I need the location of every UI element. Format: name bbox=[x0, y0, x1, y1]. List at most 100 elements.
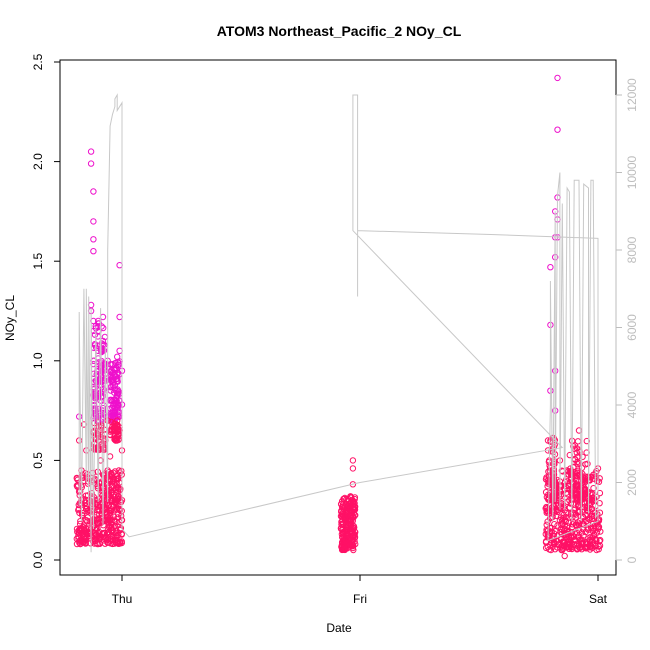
data-point bbox=[567, 465, 574, 472]
data-point bbox=[573, 445, 581, 452]
data-point bbox=[573, 495, 580, 502]
data-point bbox=[557, 483, 565, 490]
data-point bbox=[590, 485, 597, 492]
data-point bbox=[349, 457, 357, 464]
y-axis-label: NOy_CL bbox=[3, 295, 17, 341]
altitude-trace bbox=[78, 93, 599, 553]
data-point bbox=[349, 544, 357, 552]
y2-tick-label: 0 bbox=[625, 556, 639, 563]
data-point bbox=[581, 544, 588, 552]
data-point bbox=[109, 497, 116, 504]
data-point bbox=[575, 543, 582, 550]
data-point bbox=[544, 437, 552, 444]
data-point bbox=[579, 453, 586, 460]
data-point bbox=[586, 538, 593, 545]
data-point bbox=[592, 536, 600, 543]
x-tick-label: Thu bbox=[112, 592, 133, 606]
data-point bbox=[579, 525, 587, 533]
data-point bbox=[76, 509, 83, 517]
data-point bbox=[100, 518, 107, 525]
data-point bbox=[577, 495, 584, 503]
data-point bbox=[109, 361, 116, 368]
data-point bbox=[94, 540, 102, 548]
data-point bbox=[584, 474, 591, 481]
y-tick-label: 1.0 bbox=[31, 352, 45, 369]
data-point bbox=[77, 488, 84, 495]
data-point bbox=[596, 509, 604, 516]
data-point bbox=[548, 508, 555, 515]
data-point bbox=[565, 519, 572, 526]
data-point bbox=[548, 504, 556, 511]
data-point bbox=[580, 518, 587, 525]
data-point bbox=[93, 506, 101, 514]
data-point bbox=[345, 544, 352, 551]
data-point bbox=[570, 533, 578, 540]
data-point bbox=[87, 148, 95, 155]
data-point bbox=[337, 513, 345, 520]
y-tick-label: 0.5 bbox=[31, 452, 45, 469]
y-tick-label: 1.5 bbox=[31, 253, 45, 270]
data-point bbox=[351, 531, 358, 538]
data-point bbox=[96, 507, 103, 514]
data-point bbox=[347, 507, 354, 514]
data-point bbox=[99, 407, 107, 414]
data-point bbox=[114, 377, 121, 384]
y2-tick-label: 6000 bbox=[625, 314, 639, 341]
data-point bbox=[352, 528, 359, 536]
data-point bbox=[104, 501, 112, 509]
data-point bbox=[111, 427, 119, 434]
data-point bbox=[115, 493, 122, 500]
data-point bbox=[597, 528, 604, 535]
data-point bbox=[593, 529, 601, 536]
data-point bbox=[115, 540, 122, 547]
data-point bbox=[109, 526, 116, 534]
data-point bbox=[554, 74, 561, 82]
data-point bbox=[593, 546, 600, 554]
data-point bbox=[90, 188, 97, 195]
data-point bbox=[106, 490, 113, 497]
data-point bbox=[106, 509, 114, 517]
data-point bbox=[589, 527, 597, 535]
data-point bbox=[114, 387, 121, 394]
y2-tick-label: 2000 bbox=[625, 469, 639, 496]
data-point bbox=[114, 488, 122, 495]
data-point bbox=[559, 526, 566, 534]
data-point bbox=[564, 538, 572, 546]
data-point bbox=[114, 353, 121, 360]
data-point bbox=[108, 427, 115, 434]
data-point bbox=[340, 532, 347, 540]
data-point bbox=[567, 500, 575, 507]
data-point bbox=[115, 361, 122, 369]
data-point bbox=[111, 536, 119, 544]
data-point bbox=[99, 471, 107, 479]
x-tick-label: Sat bbox=[589, 592, 608, 606]
y2-tick-label: 8000 bbox=[625, 236, 639, 263]
data-point bbox=[108, 490, 115, 497]
data-point bbox=[596, 542, 604, 549]
data-point bbox=[350, 535, 357, 542]
data-point bbox=[80, 522, 88, 529]
data-point bbox=[92, 377, 100, 384]
data-point bbox=[118, 539, 126, 547]
data-point bbox=[91, 514, 99, 521]
data-point bbox=[90, 236, 97, 243]
data-point bbox=[554, 522, 561, 529]
data-point bbox=[110, 382, 117, 389]
data-point bbox=[107, 506, 115, 513]
data-point bbox=[344, 526, 352, 534]
data-point bbox=[342, 501, 349, 508]
data-point bbox=[108, 418, 115, 426]
chart-title: ATOM3 Northeast_Pacific_2 NOy_CL bbox=[217, 23, 462, 39]
data-point bbox=[578, 529, 586, 536]
data-point bbox=[114, 390, 121, 397]
data-point bbox=[77, 518, 84, 525]
data-point bbox=[559, 546, 566, 554]
data-point bbox=[550, 485, 558, 492]
data-point bbox=[562, 482, 569, 490]
y2-tick-label: 10000 bbox=[625, 155, 639, 189]
data-point bbox=[110, 412, 117, 420]
data-point bbox=[580, 532, 587, 539]
y-tick-label: 2.0 bbox=[31, 153, 45, 170]
data-point bbox=[572, 521, 579, 529]
data-point bbox=[574, 530, 581, 537]
